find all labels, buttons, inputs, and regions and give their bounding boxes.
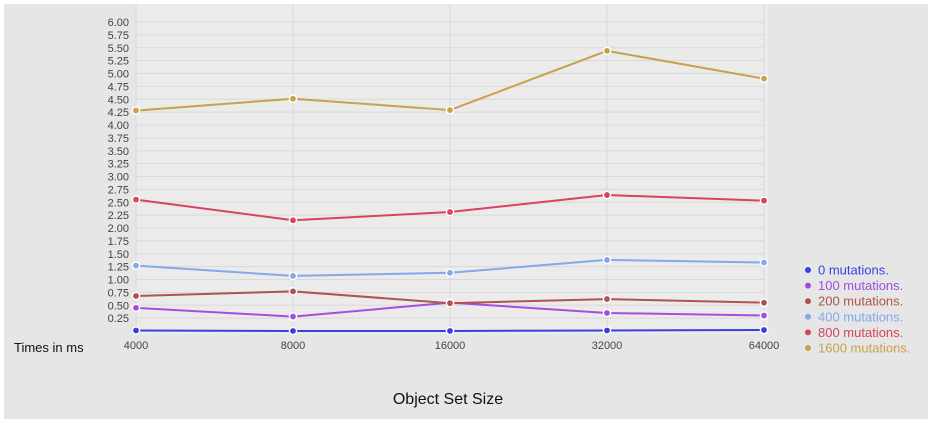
data-point xyxy=(759,196,769,206)
legend-marker xyxy=(805,267,811,273)
y-tick-label: 0.25 xyxy=(108,313,129,325)
legend-marker xyxy=(805,282,811,289)
series-layer xyxy=(131,46,769,336)
x-tick-label: 64000 xyxy=(749,340,780,352)
data-point xyxy=(131,303,141,313)
data-point xyxy=(131,106,141,115)
data-point xyxy=(602,326,612,335)
legend: 0 mutations.100 mutations.200 mutations.… xyxy=(805,263,911,356)
legend-label: 200 mutations. xyxy=(818,294,903,309)
y-tick-label: 1.75 xyxy=(108,236,129,248)
legend-label: 0 mutations. xyxy=(818,263,889,278)
legend-marker xyxy=(805,298,811,305)
x-tick-label: 8000 xyxy=(281,340,305,352)
data-point xyxy=(131,326,141,335)
y-tick-label: 4.75 xyxy=(108,81,129,93)
y-tick-label: 5.00 xyxy=(108,69,129,81)
legend-marker xyxy=(805,313,811,320)
y-tick-label: 2.25 xyxy=(108,210,129,222)
data-point xyxy=(602,46,612,56)
y-tick-labels: 0.250.500.751.001.251.501.752.002.252.50… xyxy=(108,17,129,325)
data-point xyxy=(288,271,298,281)
series-2 xyxy=(131,287,769,308)
y-tick-label: 6.00 xyxy=(108,17,129,29)
y-tick-label: 3.25 xyxy=(108,159,129,171)
x-tick-labels: 4000 8000 16000 32000 64000 xyxy=(124,340,780,352)
legend-label: 800 mutations. xyxy=(818,325,903,340)
data-point xyxy=(602,308,612,318)
series-4 xyxy=(131,190,769,225)
x-tick-label: 4000 xyxy=(124,340,148,352)
y-tick-label: 2.50 xyxy=(108,197,129,209)
y-axis-label: Times in ms xyxy=(14,340,84,355)
series-3 xyxy=(131,255,769,281)
plot-area xyxy=(136,4,768,334)
y-tick-label: 3.50 xyxy=(108,146,129,158)
data-point xyxy=(759,258,769,267)
y-tick-label: 3.00 xyxy=(108,172,129,184)
y-tick-label: 1.25 xyxy=(108,262,129,274)
data-point xyxy=(131,261,141,270)
data-point xyxy=(759,298,769,307)
legend-label: 400 mutations. xyxy=(818,309,903,324)
y-tick-label: 0.50 xyxy=(108,300,129,312)
data-point xyxy=(759,325,769,335)
data-point xyxy=(445,207,455,217)
data-point xyxy=(445,268,455,278)
x-axis-label: Object Set Size xyxy=(393,391,503,408)
data-point xyxy=(288,94,298,104)
data-point xyxy=(288,215,298,225)
series-0 xyxy=(131,325,769,336)
y-tick-label: 5.50 xyxy=(108,43,129,55)
y-tick-label: 5.75 xyxy=(108,30,129,42)
series-5 xyxy=(131,46,769,115)
data-point xyxy=(759,311,769,320)
y-tick-label: 2.00 xyxy=(108,223,129,235)
x-tick-label: 32000 xyxy=(592,340,623,352)
y-tick-label: 4.00 xyxy=(108,120,129,132)
legend-marker xyxy=(805,329,811,336)
data-point xyxy=(445,298,455,308)
data-point xyxy=(602,294,612,304)
y-tick-label: 3.75 xyxy=(108,133,129,145)
legend-label: 100 mutations. xyxy=(818,278,903,293)
data-point xyxy=(131,195,141,204)
data-point xyxy=(131,291,141,301)
legend-marker xyxy=(805,345,811,351)
data-point xyxy=(602,255,612,265)
y-tick-label: 4.50 xyxy=(108,94,129,106)
data-point xyxy=(288,287,298,296)
y-tick-label: 1.00 xyxy=(108,275,129,287)
data-point xyxy=(445,326,455,336)
data-point xyxy=(445,105,455,115)
y-tick-label: 4.25 xyxy=(108,107,129,119)
x-tick-label: 16000 xyxy=(435,340,466,352)
legend-label: 1600 mutations. xyxy=(818,341,911,356)
data-point xyxy=(759,74,769,83)
data-point xyxy=(602,190,612,200)
y-tick-label: 2.75 xyxy=(108,184,129,196)
data-point xyxy=(288,312,298,321)
y-tick-label: 0.75 xyxy=(108,287,129,299)
data-point xyxy=(288,326,298,336)
y-tick-label: 5.25 xyxy=(108,56,129,68)
y-tick-label: 1.50 xyxy=(108,249,129,261)
